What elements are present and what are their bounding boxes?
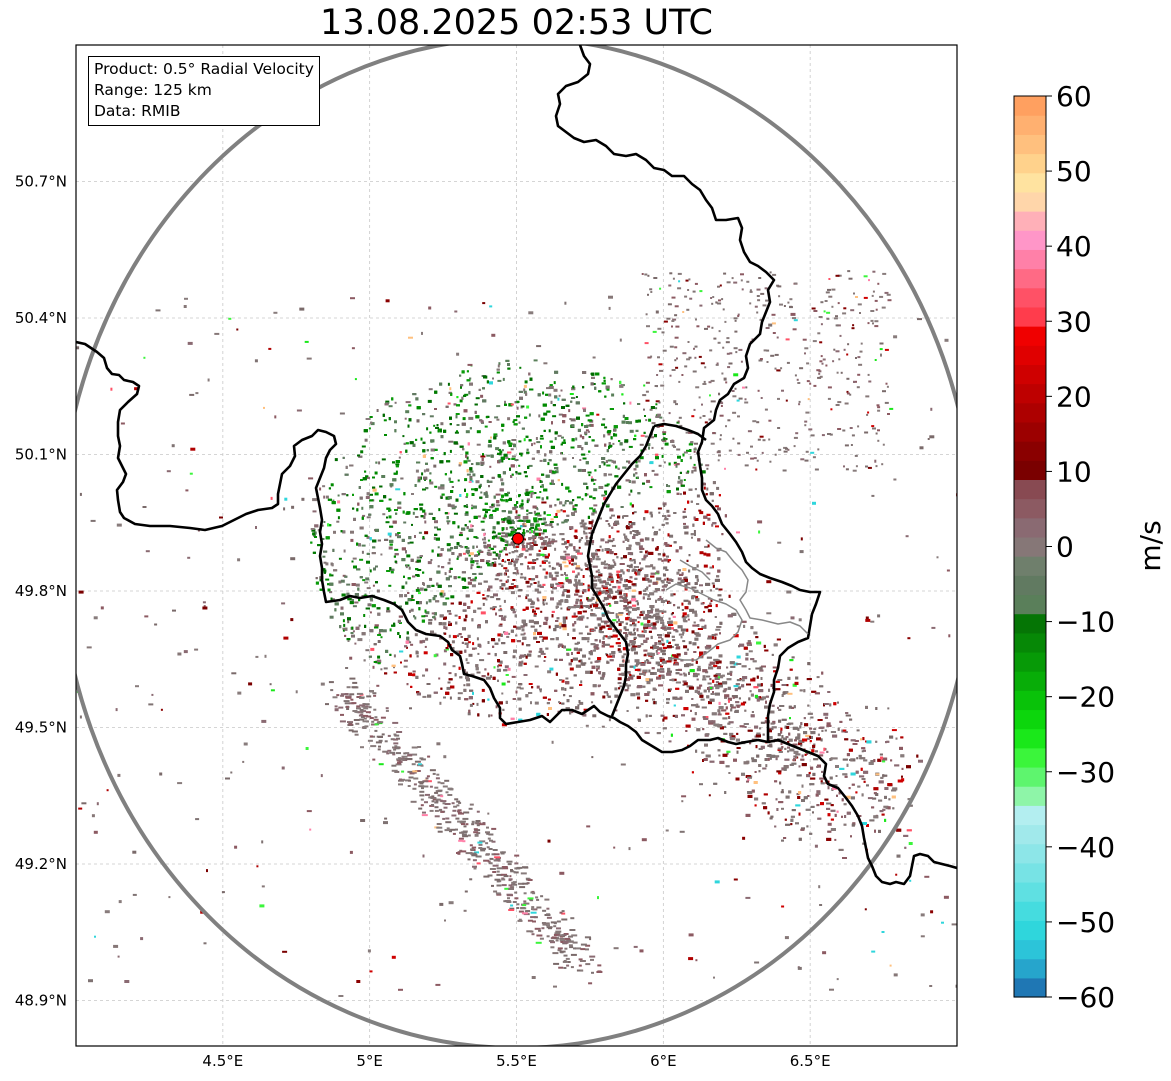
- colorbar-segment: [1014, 575, 1046, 596]
- colorbar-segment: [1014, 191, 1046, 212]
- colorbar-segment: [1014, 383, 1046, 404]
- lat-tick-label: 50.7°N: [15, 173, 67, 191]
- colorbar-tick-labels: 60 50 40 30 20 10 0 −10 −20 −30 −40 −50 −60: [1046, 80, 1115, 1014]
- colorbar-tick-label: 60: [1056, 80, 1092, 113]
- colorbar-segment: [1014, 306, 1046, 327]
- colorbar: [1013, 95, 1047, 998]
- colorbar-segment: [1014, 460, 1046, 480]
- colorbar-tick-label: −10: [1056, 606, 1115, 639]
- longitude-tick-labels: 4.5°E 5°E 5.5°E 6°E 6.5°E: [202, 1052, 830, 1070]
- lat-tick-label: 49.8°N: [15, 582, 67, 600]
- colorbar-segment: [1014, 402, 1046, 423]
- lon-tick-label: 6°E: [650, 1052, 677, 1070]
- colorbar-segment: [1014, 326, 1046, 346]
- colorbar-tick-label: −20: [1056, 681, 1115, 714]
- lat-tick-label: 50.1°N: [15, 446, 67, 464]
- velocity-echoes: [76, 270, 957, 997]
- colorbar-segment: [1014, 249, 1046, 270]
- info-box: Product: 0.5° Radial Velocity Range: 125…: [88, 56, 320, 126]
- colorbar-segment: [1014, 709, 1046, 730]
- lat-tick-label: 49.2°N: [15, 855, 67, 873]
- colorbar-segment: [1014, 766, 1046, 787]
- lat-tick-label: 48.9°N: [15, 992, 67, 1010]
- border-belgium-germany-east: [554, 45, 822, 742]
- colorbar-tick-label: −30: [1056, 756, 1115, 789]
- colorbar-segment: [1014, 786, 1046, 806]
- lon-tick-label: 5°E: [356, 1052, 383, 1070]
- colorbar-unit-label: m/s: [1134, 520, 1167, 571]
- colorbar-segment: [1014, 901, 1046, 921]
- colorbar-segment: [1014, 862, 1046, 883]
- colorbar-segment: [1014, 345, 1046, 365]
- colorbar-segment: [1014, 958, 1046, 979]
- colorbar-tick-label: 50: [1056, 155, 1092, 188]
- colorbar-tick-label: 0: [1056, 531, 1074, 564]
- info-data-source: Data: RMIB: [94, 102, 181, 120]
- colorbar-segment: [1014, 805, 1046, 826]
- colorbar-segment: [1014, 594, 1046, 615]
- info-range: Range: 125 km: [94, 81, 212, 99]
- colorbar-segment: [1014, 517, 1046, 538]
- colorbar-tick-label: −60: [1056, 981, 1115, 1014]
- colorbar-segment: [1014, 211, 1046, 231]
- lon-tick-label: 4.5°E: [202, 1052, 243, 1070]
- colorbar-segment: [1014, 747, 1046, 768]
- colorbar-segment: [1014, 939, 1046, 960]
- colorbar-segment: [1014, 728, 1046, 749]
- radar-site-marker: [511, 532, 524, 545]
- colorbar-segment: [1014, 671, 1046, 691]
- colorbar-segment: [1014, 920, 1046, 941]
- colorbar-segment: [1014, 134, 1046, 155]
- colorbar-segment: [1014, 556, 1046, 576]
- colorbar-segment: [1014, 441, 1046, 461]
- colorbar-segment: [1014, 153, 1046, 174]
- colorbar-segment: [1014, 690, 1046, 711]
- latitude-tick-labels: 50.7°N 50.4°N 50.1°N 49.8°N 49.5°N 49.2°N 48.9…: [15, 173, 67, 1010]
- colorbar-segment: [1014, 651, 1046, 672]
- info-product: Product: 0.5° Radial Velocity: [94, 60, 314, 78]
- border-luxembourg: [586, 422, 707, 717]
- lon-tick-label: 5.5°E: [496, 1052, 537, 1070]
- colorbar-segment: [1014, 268, 1046, 289]
- lat-tick-label: 49.5°N: [15, 719, 67, 737]
- country-borders: [76, 45, 957, 886]
- colorbar-segment: [1014, 421, 1046, 442]
- colorbar-segment: [1014, 364, 1046, 385]
- colorbar-tick-label: −50: [1056, 906, 1115, 939]
- colorbar-segment: [1014, 479, 1046, 500]
- colorbar-segment: [1014, 881, 1046, 902]
- colorbar-tick-label: 20: [1056, 380, 1092, 413]
- colorbar-segment: [1014, 613, 1046, 634]
- colorbar-tick-label: 30: [1056, 305, 1092, 338]
- colorbar-segment: [1014, 977, 1046, 998]
- colorbar-segment: [1014, 172, 1046, 193]
- border-belgium-france-west: [76, 340, 957, 886]
- colorbar-tick-label: 10: [1056, 455, 1092, 488]
- colorbar-segment: [1014, 498, 1046, 519]
- colorbar-segment: [1014, 230, 1046, 250]
- colorbar-segment: [1014, 115, 1046, 135]
- colorbar-tick-label: 40: [1056, 230, 1092, 263]
- colorbar-segment: [1014, 824, 1046, 845]
- colorbar-segment: [1014, 632, 1046, 653]
- colorbar-segment: [1014, 287, 1046, 308]
- colorbar-segment: [1014, 843, 1046, 864]
- colorbar-segment: [1014, 536, 1046, 557]
- map-frame: [75, 44, 958, 1047]
- lat-tick-label: 50.4°N: [15, 309, 67, 327]
- lon-tick-label: 6.5°E: [790, 1052, 831, 1070]
- colorbar-segment: [1014, 96, 1046, 116]
- map-title: 13.08.2025 02:53 UTC: [320, 3, 713, 43]
- colorbar-tick-label: −40: [1056, 831, 1115, 864]
- border-region: [665, 539, 809, 661]
